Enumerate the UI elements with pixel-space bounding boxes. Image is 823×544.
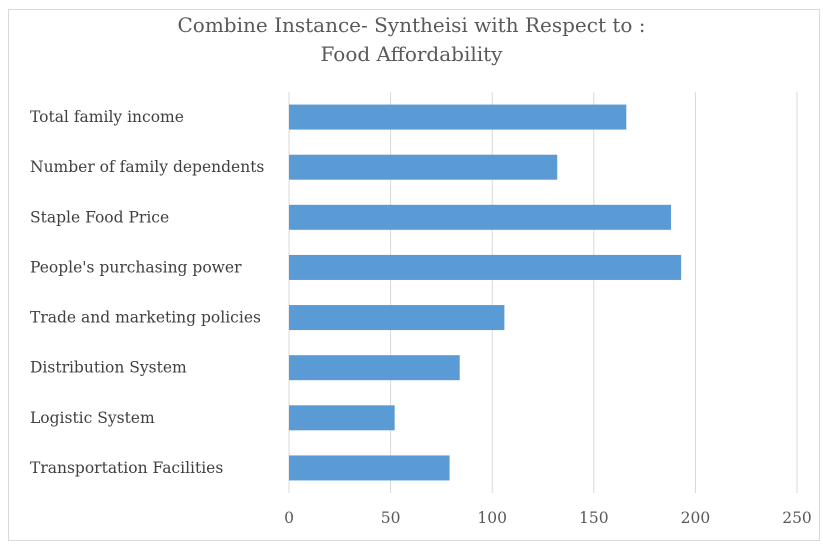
bar [289, 154, 558, 180]
category-label: Distribution System [30, 359, 187, 377]
x-tick-label: 0 [284, 509, 294, 527]
bar [289, 405, 395, 431]
category-label: Number of family dependents [30, 158, 264, 176]
bar [289, 355, 460, 381]
category-label: People's purchasing power [30, 258, 242, 276]
bar [289, 204, 672, 230]
category-label: Transportation Facilities [30, 459, 223, 477]
chart-title-line-2: Food Affordability [320, 42, 503, 66]
category-label: Staple Food Price [30, 208, 169, 226]
bar [289, 455, 450, 481]
chart-title: Combine Instance- Syntheisi with Respect… [0, 11, 823, 69]
category-label: Total family income [30, 108, 184, 126]
bar [289, 254, 682, 280]
x-tick-label: 50 [381, 509, 401, 527]
bar [289, 305, 505, 331]
category-label: Logistic System [30, 409, 155, 427]
x-tick-label: 100 [477, 509, 507, 527]
category-label: Trade and marketing policies [30, 309, 261, 327]
x-tick-label: 150 [579, 509, 609, 527]
x-tick-label: 250 [782, 509, 812, 527]
chart-title-line-1: Combine Instance- Syntheisi with Respect… [177, 13, 646, 37]
x-tick-label: 200 [681, 509, 711, 527]
bar [289, 104, 627, 130]
